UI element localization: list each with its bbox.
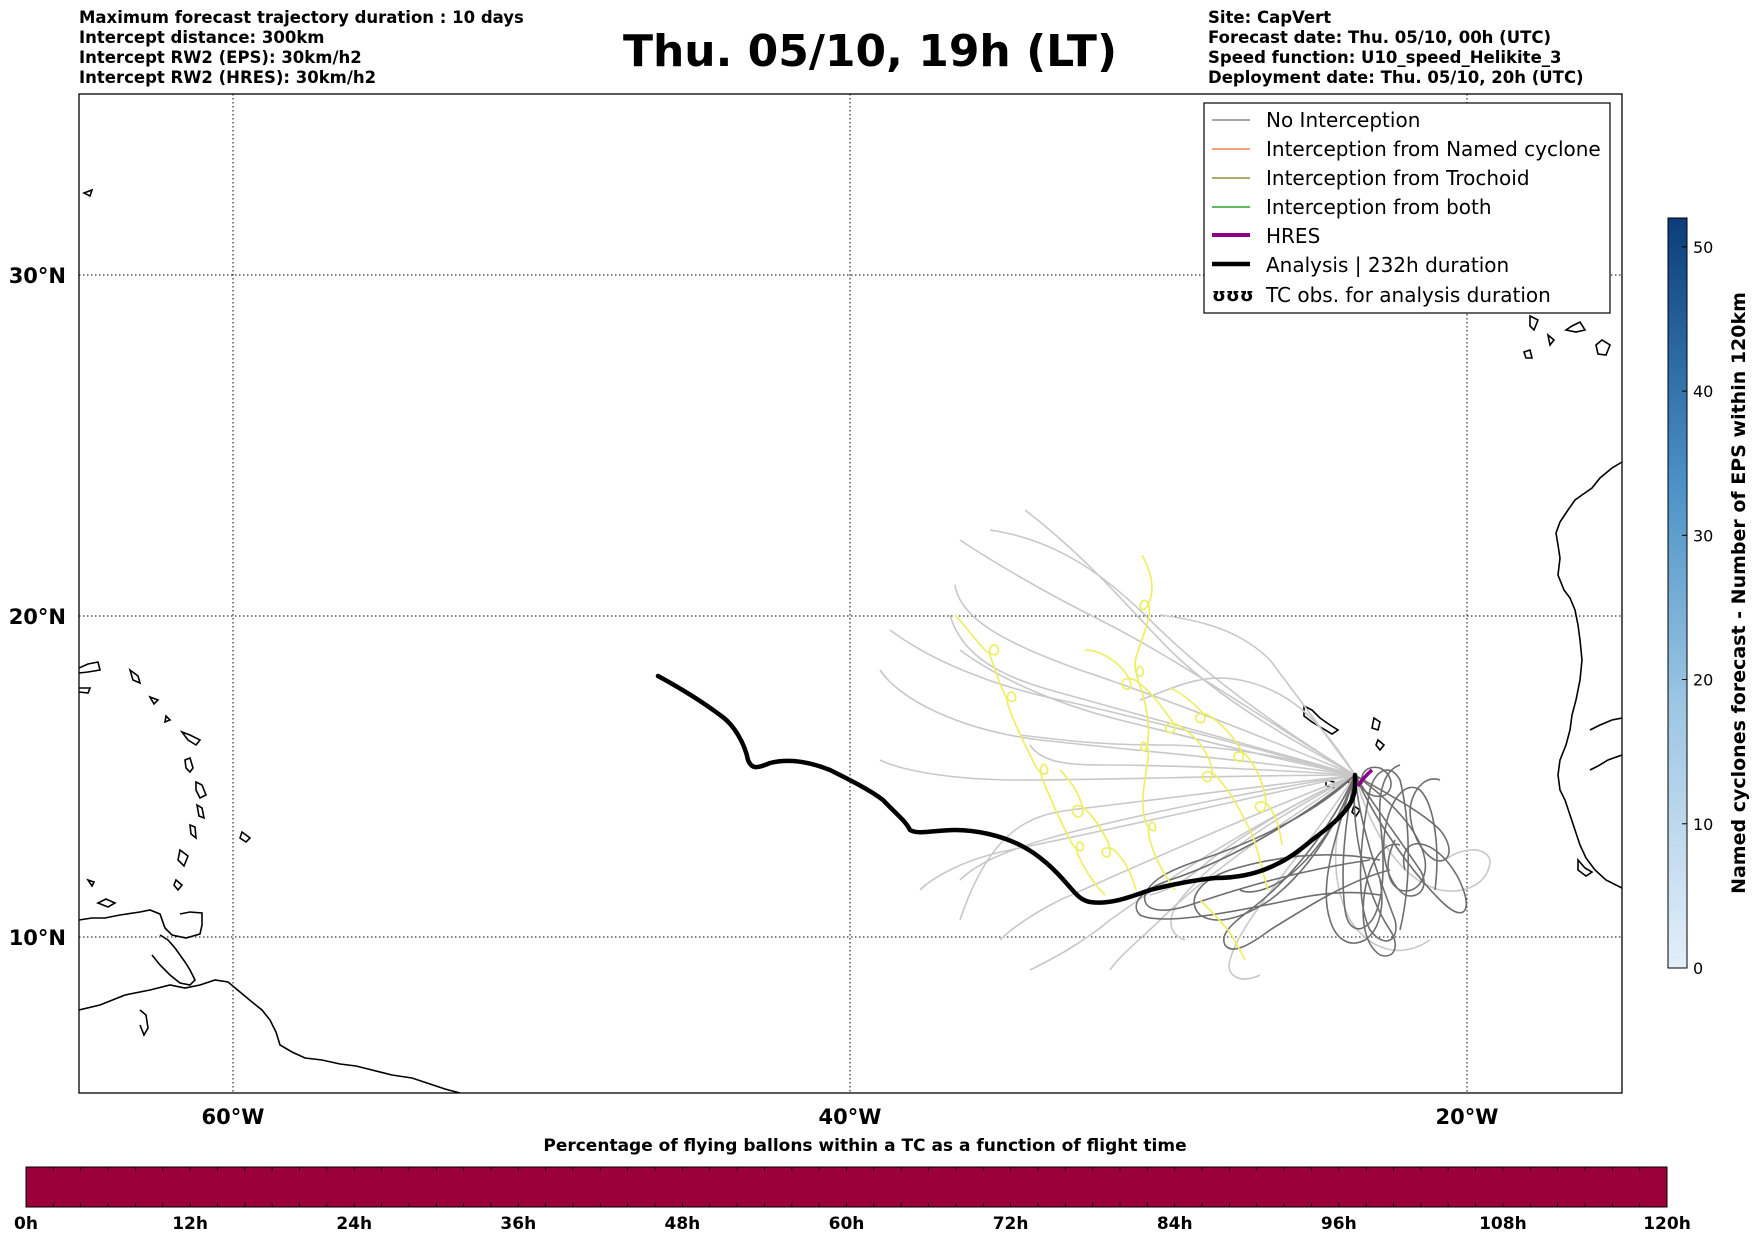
colorbar-ticks: 0 10 20 30 40 50 [1682,238,1713,978]
flight-time-bar [25,1166,1668,1208]
flight-time-tick-label: 48h [665,1214,701,1234]
flight-time-tick-label: 12h [172,1214,208,1234]
flight-time-tick-label: 60h [829,1214,865,1234]
lon-label-40w: 40°W [819,1105,882,1129]
coastlines [79,188,1622,1093]
map-title: Thu. 05/10, 19h (LT) [622,26,1118,77]
flight-time-tick-label: 24h [336,1214,372,1234]
flight-time-tick-label: 84h [1157,1214,1193,1234]
legend-label-named-cyclone: Interception from Named cyclone [1266,137,1601,161]
flight-time-colorbar: Percentage of flying ballons within a TC… [14,1136,1691,1234]
flight-time-tick-label: 96h [1321,1214,1357,1234]
analysis-track [655,673,1358,905]
legend-label-no-interception: No Interception [1266,108,1420,132]
lat-label-10n: 10°N [9,926,66,950]
flight-time-minor-ticks [52,1167,1641,1207]
trochoid-tracks [954,554,1283,961]
latitude-labels: 30°N 20°N 10°N [9,264,66,950]
gridlines [79,94,1622,1093]
flight-time-tick-label: 108h [1479,1214,1527,1234]
hres-track [1356,768,1374,787]
legend-label-trochoid: Interception from Trochoid [1266,166,1530,190]
colorbar-tick-label: 40 [1693,382,1713,401]
legend-label-analysis: Analysis | 232h duration [1266,253,1509,277]
param-intercept-eps: Intercept RW2 (EPS): 30km/h2 [79,48,362,67]
site-parameters: Site: CapVert Forecast date: Thu. 05/10,… [1208,8,1584,88]
param-forecast-date: Forecast date: Thu. 05/10, 00h (UTC) [1208,28,1552,47]
flight-time-tick-label: 0h [14,1214,38,1234]
colorbar-tick-label: 30 [1693,526,1713,545]
colorbar-tick-label: 10 [1693,815,1713,834]
flight-time-tick-labels: 0h 12h 24h 36h 48h 60h 72h 84h 96h 108h 120h [14,1214,1691,1234]
param-max-duration: Maximum forecast trajectory duration : 1… [79,8,524,27]
hurricane-symbol-icon: ʊʊʊ [1212,285,1254,306]
flight-time-colorbar-title: Percentage of flying ballons within a TC… [543,1136,1186,1156]
flight-time-tick-label: 120h [1643,1214,1691,1234]
lon-label-60w: 60°W [202,1105,265,1129]
colorbar-title: Named cyclones forecast - Number of EPS … [1728,292,1750,894]
param-deployment-date: Deployment date: Thu. 05/10, 20h (UTC) [1208,68,1584,87]
param-speed-function: Speed function: U10_speed_Helikite_3 [1208,48,1562,67]
longitude-labels: 60°W 40°W 20°W [202,1105,1499,1129]
flight-time-tick-label: 72h [993,1214,1029,1234]
colorbar-tick-label: 0 [1693,959,1703,978]
legend-label-hres: HRES [1266,224,1320,248]
flight-time-tick-label: 36h [500,1214,536,1234]
forecast-parameters: Maximum forecast trajectory duration : 1… [79,8,524,88]
colorbar-tick-label: 50 [1693,238,1713,257]
colorbar-tick-label: 20 [1693,671,1713,690]
colorbar-blue-gradient [1667,217,1688,969]
param-site: Site: CapVert [1208,8,1332,27]
eps-trajectories-light [879,509,1491,980]
lat-label-30n: 30°N [9,264,66,288]
map-legend: No Interception Interception from Named … [1203,102,1611,314]
legend-label-tc-obs: TC obs. for analysis duration [1265,283,1551,307]
legend-box [1203,102,1611,314]
param-intercept-distance: Intercept distance: 300km [79,28,325,47]
legend-label-both: Interception from both [1266,195,1492,219]
lat-label-20n: 20°N [9,605,66,629]
param-intercept-hres: Intercept RW2 (HRES): 30km/h2 [79,68,377,87]
eps-count-colorbar: 0 10 20 30 40 50 Named cyclones forecast - Nu… [1667,217,1750,978]
lon-label-20w: 20°W [1436,1105,1499,1129]
